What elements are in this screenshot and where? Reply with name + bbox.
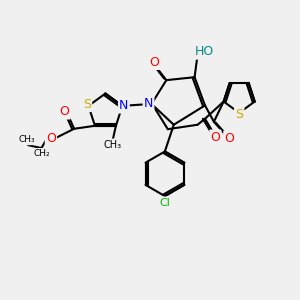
Text: CH₃: CH₃ <box>18 135 35 144</box>
Text: N: N <box>119 99 129 112</box>
Text: O: O <box>60 105 70 118</box>
Text: CH₃: CH₃ <box>104 140 122 149</box>
Text: HO: HO <box>194 45 214 58</box>
Text: O: O <box>211 131 220 144</box>
Text: S: S <box>83 98 91 111</box>
Text: O: O <box>149 56 159 69</box>
Text: O: O <box>46 132 56 145</box>
Text: N: N <box>144 98 153 110</box>
Text: O: O <box>224 132 234 145</box>
Text: S: S <box>235 108 243 121</box>
Text: Cl: Cl <box>159 198 170 208</box>
Text: CH₂: CH₂ <box>33 149 50 158</box>
